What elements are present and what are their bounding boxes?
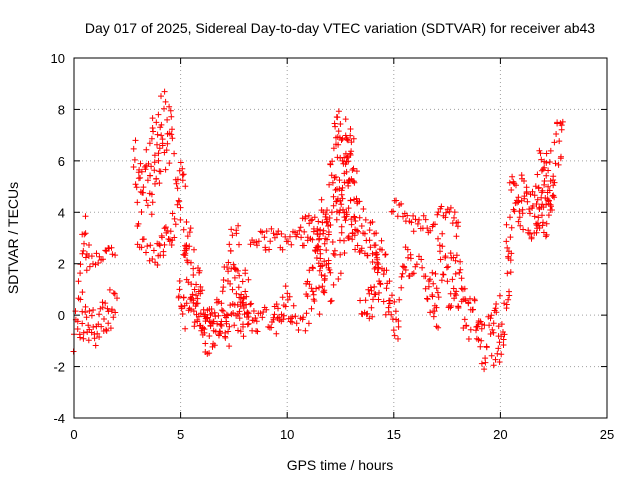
data-cluster bbox=[533, 118, 566, 231]
series-sdtvar bbox=[70, 88, 566, 373]
y-tick-label: 10 bbox=[51, 51, 65, 66]
marker-plus-group bbox=[388, 197, 462, 240]
y-tick-label: -2 bbox=[53, 360, 65, 375]
marker-plus-group bbox=[443, 250, 515, 373]
data-cluster bbox=[303, 120, 359, 318]
data-cluster bbox=[134, 159, 190, 283]
marker-plus-group bbox=[188, 283, 312, 338]
marker-plus-group bbox=[76, 286, 120, 349]
y-tick-label: 0 bbox=[58, 308, 65, 323]
chart-title: Day 017 of 2025, Sidereal Day-to-day VTE… bbox=[85, 20, 595, 36]
marker-plus-group bbox=[357, 237, 402, 342]
x-tick-label: 10 bbox=[280, 427, 294, 442]
marker-plus-group bbox=[330, 108, 383, 285]
data-cluster bbox=[330, 108, 383, 285]
data-cluster bbox=[247, 209, 334, 284]
x-tick-label: 20 bbox=[493, 427, 507, 442]
data-cluster bbox=[188, 283, 312, 338]
data-cluster bbox=[130, 88, 178, 229]
marker-plus-group bbox=[134, 159, 190, 283]
marker-plus-group bbox=[303, 120, 359, 318]
marker-plus-group bbox=[503, 147, 558, 262]
data-cluster bbox=[443, 250, 515, 373]
marker-plus-group bbox=[130, 88, 178, 229]
x-tick-label: 15 bbox=[387, 427, 401, 442]
y-axis-label: SDTVAR / TECUs bbox=[5, 182, 21, 294]
x-axis-label: GPS time / hours bbox=[287, 457, 394, 473]
data-cluster bbox=[503, 147, 558, 262]
marker-plus-group bbox=[395, 230, 449, 331]
x-tick-label: 0 bbox=[70, 427, 77, 442]
data-cluster bbox=[357, 237, 402, 342]
data-layer bbox=[70, 88, 566, 373]
grid-layer bbox=[74, 58, 607, 418]
x-tick-label: 25 bbox=[600, 427, 614, 442]
data-cluster bbox=[76, 286, 120, 349]
y-tick-label: -4 bbox=[53, 411, 65, 426]
tick-layer: 0 5 10 15 20 25 -4 -2 0 2 4 6 8 10 bbox=[51, 51, 615, 442]
x-tick-label: 5 bbox=[177, 427, 184, 442]
y-tick-label: 2 bbox=[58, 257, 65, 272]
y-tick-label: 6 bbox=[58, 154, 65, 169]
marker-plus-group bbox=[533, 118, 566, 231]
data-cluster bbox=[395, 230, 449, 331]
y-tick-label: 4 bbox=[58, 205, 65, 220]
data-cluster bbox=[388, 197, 462, 240]
y-tick-label: 8 bbox=[58, 102, 65, 117]
plot-frame bbox=[73, 57, 608, 419]
marker-plus-group bbox=[247, 209, 334, 284]
